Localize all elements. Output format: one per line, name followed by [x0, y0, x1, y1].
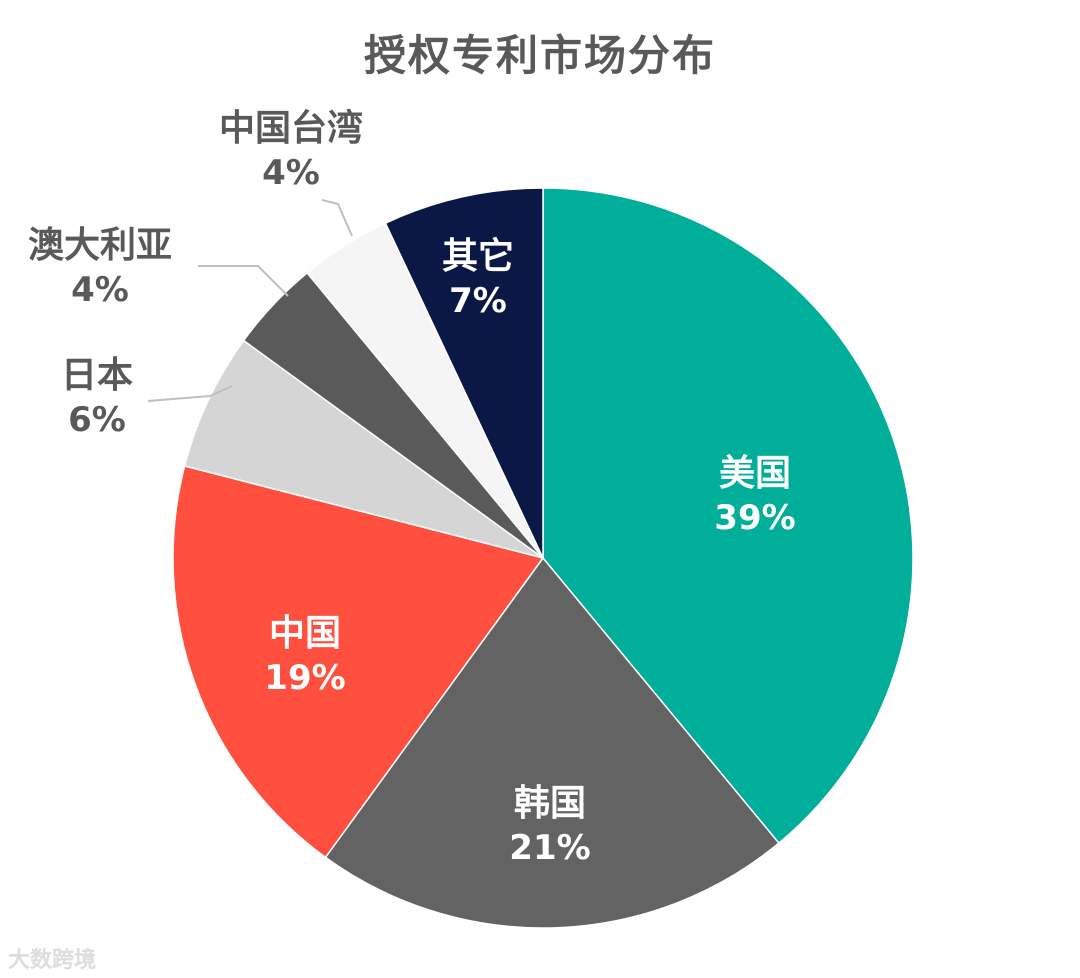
pie-slice-2: [324, 556, 780, 929]
leader-line-5: [198, 265, 289, 297]
slice-label-1: 美国: [719, 453, 791, 494]
leader-lines: [147, 199, 353, 402]
pie-slice-4: [183, 339, 544, 559]
slice-percent-3: 19%: [264, 658, 345, 698]
slice-percent-5: 4%: [71, 270, 129, 310]
slice-label-5: 澳大利亚: [28, 225, 172, 266]
slice-label-3: 中国: [269, 613, 341, 654]
slice-label-2: 韩国: [514, 783, 586, 824]
slice-percent-6: 4%: [262, 153, 320, 193]
slice-label-7: 其它: [442, 236, 514, 277]
slice-label-4: 日本: [61, 355, 133, 396]
chart-title: 授权专利市场分布: [363, 31, 716, 80]
leader-line-6: [321, 199, 353, 237]
pie-slice-1: [542, 187, 914, 845]
slice-percent-2: 21%: [509, 828, 590, 868]
pie-slice-3: [172, 465, 545, 859]
slice-percent-1: 39%: [714, 498, 795, 538]
slice-percent-7: 7%: [449, 281, 507, 321]
slice-percent-4: 6%: [68, 400, 126, 440]
pie-slices: [172, 187, 914, 929]
watermark-text: 大数跨境: [8, 948, 97, 973]
leader-line-4: [147, 385, 233, 402]
slice-label-6: 中国台湾: [219, 107, 363, 149]
pie-slice-7: [384, 187, 544, 559]
